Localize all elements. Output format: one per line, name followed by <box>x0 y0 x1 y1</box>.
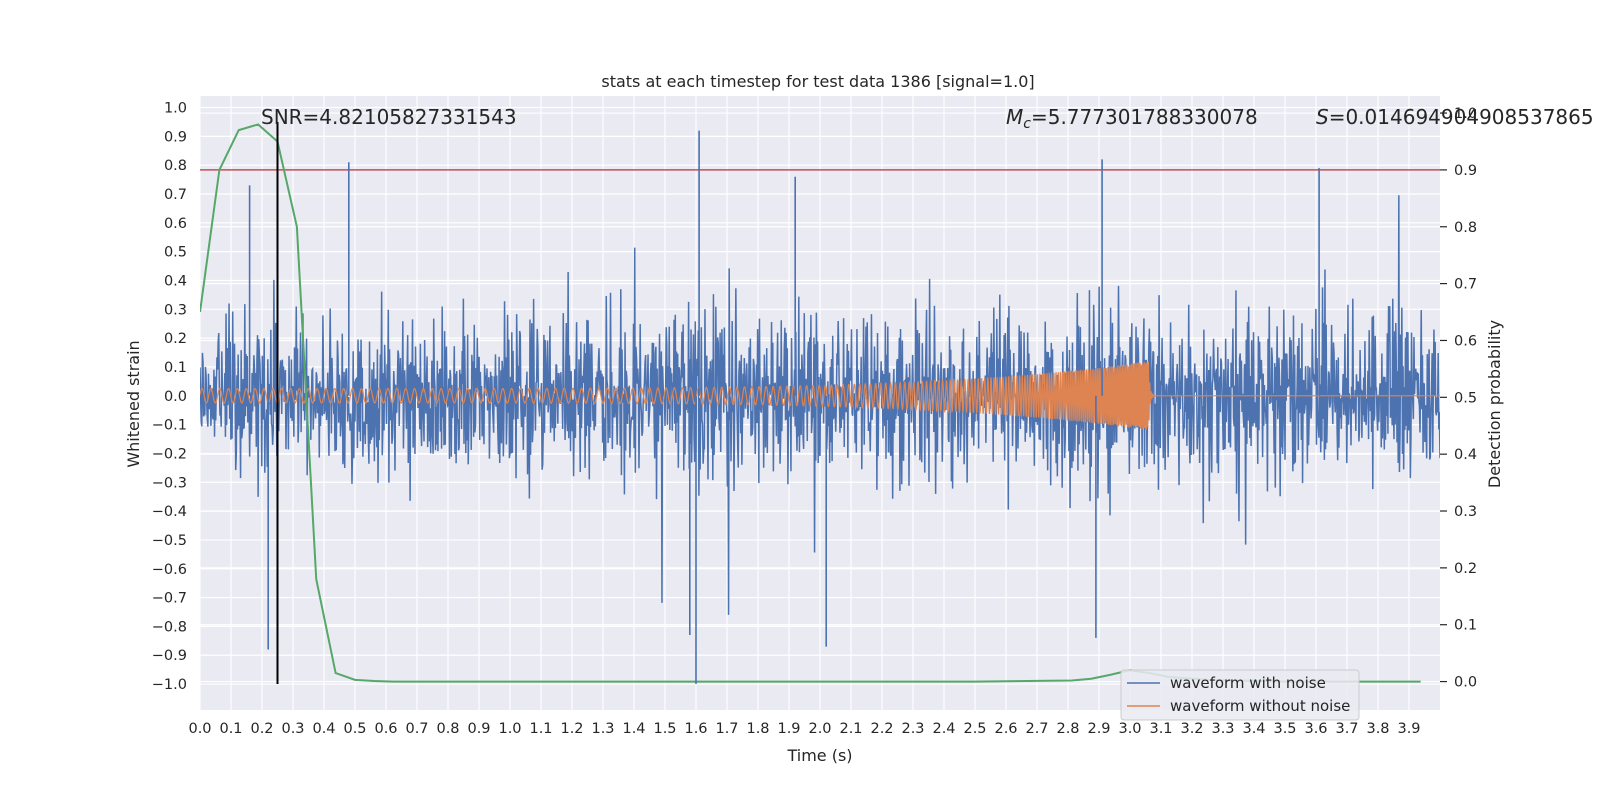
x-tick-label: 3.7 <box>1335 721 1358 737</box>
y-tick-label: 0.4 <box>164 273 187 289</box>
y-tick-label: −0.6 <box>152 562 187 578</box>
x-tick-label: 2.2 <box>870 721 893 737</box>
x-tick-label: 2.8 <box>1056 721 1079 737</box>
x-tick-label: 1.1 <box>529 721 552 737</box>
right-axis-ticks: 1.0 0.9 0.8 0.7 0.6 0.5 0.4 0.3 0.2 0.1 0.0 <box>1440 106 1477 691</box>
x-tick-label: 3.0 <box>1118 721 1141 737</box>
y-tick-label: −0.2 <box>152 446 187 462</box>
y-tick-label: 0.2 <box>164 331 187 347</box>
legend-box <box>1120 669 1360 721</box>
x-tick-label: 1.2 <box>560 721 583 737</box>
x-tick-label: 3.3 <box>1211 721 1234 737</box>
y-tick-label: 0.3 <box>164 302 187 318</box>
chirp-mass-symbol: M <box>1006 105 1023 129</box>
x-tick-label: 2.5 <box>963 721 986 737</box>
right-tick-label: 0.5 <box>1454 390 1477 406</box>
snr-annotation: SNR=4.82105827331543 <box>261 105 517 129</box>
x-tick-label: 0.8 <box>436 721 459 737</box>
y-tick-label: −0.1 <box>152 418 187 434</box>
chirp-mass-value: =5.777301788330078 <box>1031 105 1258 129</box>
x-axis-ticks: 0.0 0.1 0.2 0.3 0.4 0.5 0.6 0.7 0.8 0.9 1.0 1.1 1.2 1… <box>188 721 1420 737</box>
x-tick-label: 2.7 <box>1025 721 1048 737</box>
right-tick-label: 0.8 <box>1454 220 1477 236</box>
chirp-mass-annotation: Mc=5.777301788330078 <box>1006 105 1258 132</box>
s-symbol: S <box>1316 105 1329 129</box>
right-tick-label: 0.7 <box>1454 277 1477 293</box>
series-waveform-without-noise <box>200 361 1440 431</box>
x-tick-label: 1.8 <box>746 721 769 737</box>
x-tick-label: 2.4 <box>932 721 955 737</box>
x-tick-label: 0.1 <box>219 721 242 737</box>
y-axis-label: Whitened strain <box>124 340 143 467</box>
y-tick-label: 0.8 <box>164 158 187 174</box>
x-axis-label: Time (s) <box>786 746 852 765</box>
x-tick-label: 3.9 <box>1397 721 1420 737</box>
y-axis-ticks: 1.0 0.9 0.8 0.7 0.6 0.5 0.4 0.3 0.2 0.1 0.0 −0.1 −0.… <box>152 101 187 694</box>
right-tick-label: 0.2 <box>1454 561 1477 577</box>
right-tick-label: 1.0 <box>1454 106 1477 122</box>
x-tick-label: 2.3 <box>901 721 924 737</box>
s-annotation: S=0.014694904908537865 <box>1316 105 1594 129</box>
x-tick-label: 2.1 <box>839 721 862 737</box>
x-tick-label: 3.1 <box>1149 721 1172 737</box>
legend: waveform with noise waveform without noi… <box>1120 669 1360 721</box>
y-tick-label: −0.4 <box>152 504 187 520</box>
right-tick-label: 0.3 <box>1454 504 1477 520</box>
y-tick-label: 0.5 <box>164 245 187 261</box>
x-tick-label: 0.3 <box>281 721 304 737</box>
chart-title: stats at each timestep for test data 138… <box>601 72 1034 91</box>
x-tick-label: 2.0 <box>808 721 831 737</box>
y-tick-label: −0.8 <box>152 619 187 635</box>
y-tick-label: 1.0 <box>164 101 187 117</box>
y-tick-label: −0.7 <box>152 591 187 607</box>
x-tick-label: 2.9 <box>1087 721 1110 737</box>
x-tick-label: 0.0 <box>188 721 211 737</box>
x-tick-label: 1.7 <box>715 721 738 737</box>
x-tick-label: 0.6 <box>374 721 397 737</box>
x-tick-label: 0.5 <box>343 721 366 737</box>
x-tick-label: 1.6 <box>684 721 707 737</box>
x-tick-label: 0.9 <box>467 721 490 737</box>
right-tick-label: 0.6 <box>1454 333 1477 349</box>
right-tick-label: 0.4 <box>1454 447 1477 463</box>
legend-label-noise: waveform with noise <box>1170 674 1326 692</box>
x-tick-label: 0.4 <box>312 721 335 737</box>
x-tick-label: 1.3 <box>591 721 614 737</box>
x-tick-label: 0.2 <box>250 721 273 737</box>
x-tick-label: 1.0 <box>498 721 521 737</box>
chirp-mass-subscript: c <box>1023 116 1031 132</box>
x-tick-label: 3.2 <box>1180 721 1203 737</box>
legend-label-clean: waveform without noise <box>1170 697 1350 715</box>
y-tick-label: −0.9 <box>152 648 187 664</box>
y-tick-label: −1.0 <box>152 677 187 693</box>
x-tick-label: 3.8 <box>1366 721 1389 737</box>
y-tick-label: 0.0 <box>164 389 187 405</box>
y-tick-label: 0.9 <box>164 129 187 145</box>
x-tick-label: 2.6 <box>994 721 1017 737</box>
right-tick-label: 0.9 <box>1454 163 1477 179</box>
s-value: =0.014694904908537865 <box>1329 105 1594 129</box>
x-tick-label: 3.4 <box>1242 721 1265 737</box>
y-tick-label: 0.6 <box>164 216 187 232</box>
y-tick-label: 0.7 <box>164 187 187 203</box>
x-tick-label: 0.7 <box>405 721 428 737</box>
x-tick-label: 1.5 <box>653 721 676 737</box>
right-tick-label: 0.0 <box>1454 675 1477 691</box>
y-tick-label: −0.3 <box>152 475 187 491</box>
x-tick-label: 3.6 <box>1304 721 1327 737</box>
y-tick-label: 0.1 <box>164 360 187 376</box>
x-tick-label: 3.5 <box>1273 721 1296 737</box>
x-tick-label: 1.9 <box>777 721 800 737</box>
right-axis-label: Detection probability <box>1485 320 1504 488</box>
x-tick-label: 1.4 <box>622 721 645 737</box>
right-tick-label: 0.1 <box>1454 618 1477 634</box>
y-tick-label: −0.5 <box>152 533 187 549</box>
